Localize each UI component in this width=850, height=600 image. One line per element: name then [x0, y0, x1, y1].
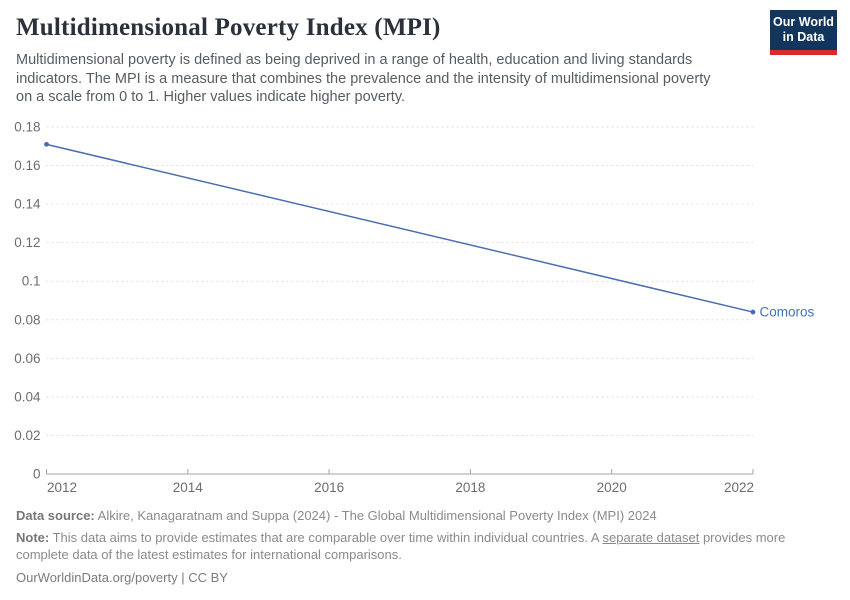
x-tick-label: 2016	[314, 480, 344, 495]
owid-logo[interactable]: Our World in Data	[770, 10, 837, 55]
subtitle-line: indicators. The MPI is a measure that co…	[16, 70, 711, 87]
y-tick-label: 0	[33, 467, 41, 482]
chart-subtitle: Multidimensional poverty is defined as b…	[16, 51, 756, 107]
series-endpoint-marker	[44, 141, 49, 147]
x-tick-label: 2020	[597, 480, 627, 495]
data-source-label: Data source:	[16, 508, 95, 523]
note-row: Note: This data aims to provide estimate…	[16, 529, 816, 564]
subtitle-line: Multidimensional poverty is defined as b…	[16, 52, 693, 68]
y-tick-label: 0.04	[14, 389, 41, 404]
series-entity-label[interactable]: Comoros	[760, 305, 815, 320]
y-tick-label: 0.08	[14, 312, 40, 327]
y-tick-label: 0.06	[14, 351, 40, 366]
x-tick-label: 2018	[455, 480, 485, 495]
y-tick-label: 0.1	[22, 274, 41, 289]
chart-footer: Data source: Alkire, Kanagaratnam and Su…	[16, 507, 816, 585]
owid-logo-line2: in Data	[782, 30, 825, 44]
note-label: Note:	[16, 529, 50, 545]
series-endpoint-marker	[750, 309, 756, 315]
y-tick-label: 0.14	[14, 197, 41, 212]
note-text-before: This data aims to provide estimates that…	[49, 529, 603, 545]
series-line-comoros[interactable]	[46, 143, 754, 313]
chart-header: Multidimensional Poverty Index (MPI) Mul…	[16, 14, 756, 107]
y-tick-label: 0.12	[14, 235, 40, 250]
x-tick-label: 2012	[47, 480, 77, 495]
note-text-after: provides more complete data of the lates…	[16, 529, 786, 563]
page-title: Multidimensional Poverty Index (MPI)	[16, 14, 441, 41]
separate-dataset-link[interactable]: separate dataset	[602, 529, 700, 545]
subtitle-line: on a scale from 0 to 1. Higher values in…	[16, 89, 406, 105]
owid-logo-line1: Our World	[773, 15, 834, 29]
y-tick-label: 0.02	[14, 428, 40, 443]
y-tick-label: 0.16	[14, 158, 40, 173]
y-tick-label: 0.18	[14, 120, 40, 135]
citation-line: OurWorldinData.org/poverty | CC BY	[16, 569, 228, 585]
data-source-row: Data source: Alkire, Kanagaratnam and Su…	[16, 507, 816, 525]
data-source-text: Alkire, Kanagaratnam and Suppa (2024) - …	[94, 508, 657, 523]
x-tick-label: 2014	[173, 480, 204, 495]
x-tick-label: 2022	[724, 480, 754, 495]
